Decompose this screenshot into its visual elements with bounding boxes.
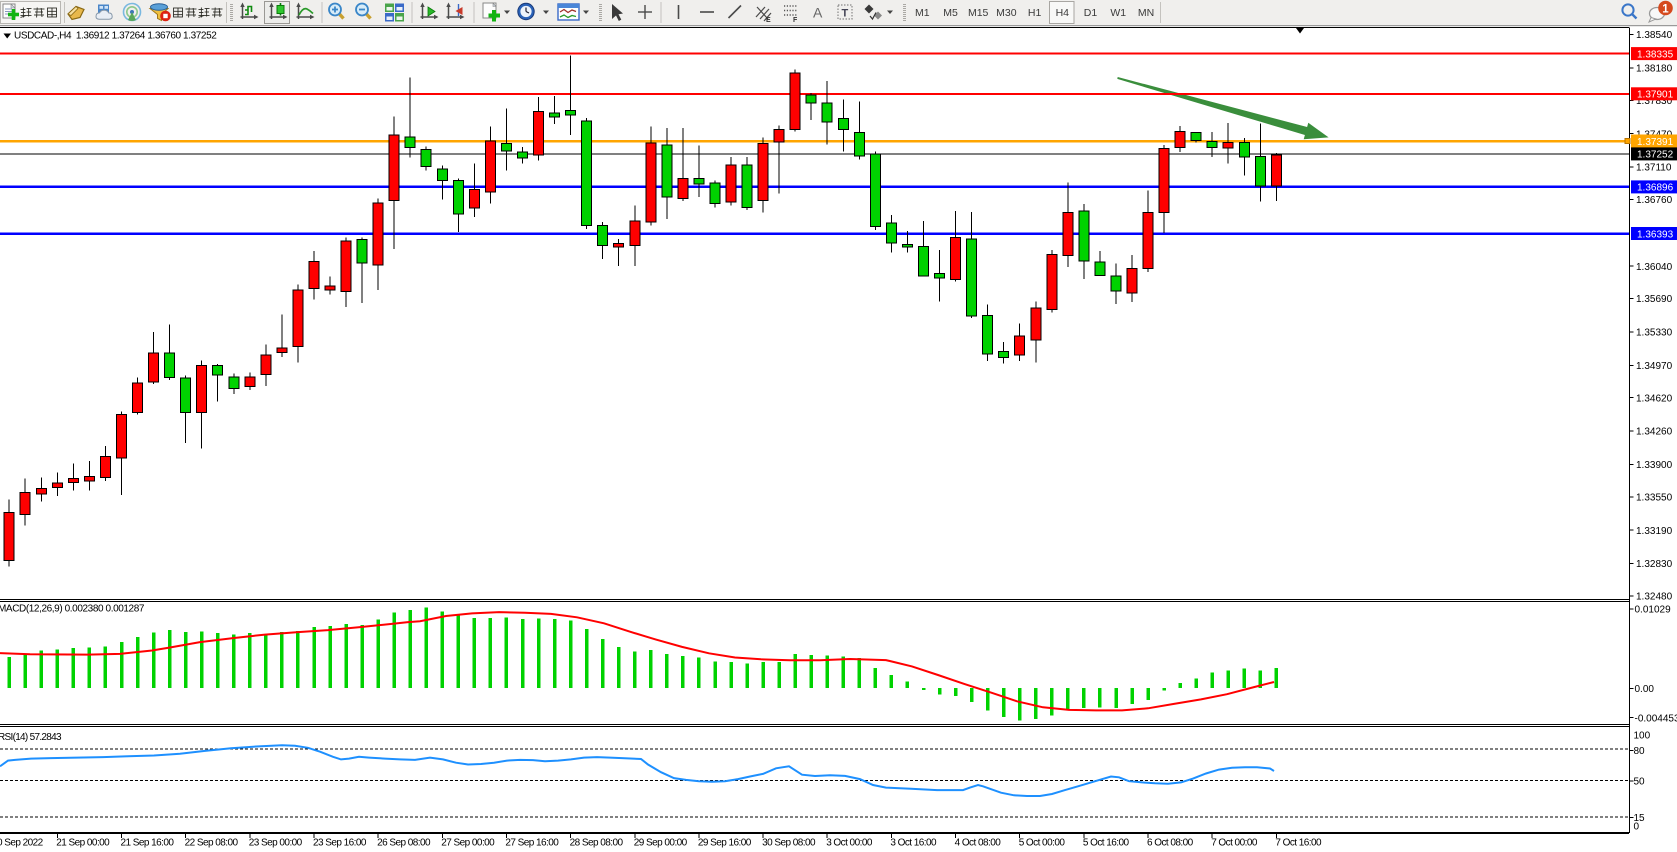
svg-text:T: T (842, 8, 849, 20)
svg-text:1.37901: 1.37901 (1637, 90, 1674, 101)
svg-text:28 Sep 08:00: 28 Sep 08:00 (570, 838, 624, 849)
svg-text:30 Sep 08:00: 30 Sep 08:00 (762, 838, 816, 849)
svg-text:0.01029: 0.01029 (1635, 605, 1672, 616)
svg-text:1.36896: 1.36896 (1637, 183, 1674, 194)
svg-text:1.38335: 1.38335 (1637, 49, 1674, 60)
svg-text:F: F (793, 17, 798, 24)
svg-text:1.35690: 1.35690 (1636, 294, 1673, 305)
svg-text:1.33190: 1.33190 (1636, 526, 1673, 537)
svg-text:M15: M15 (968, 7, 989, 19)
svg-text:23 Sep 16:00: 23 Sep 16:00 (313, 838, 367, 849)
svg-text:1.37252: 1.37252 (1637, 150, 1674, 161)
svg-text:1.37110: 1.37110 (1636, 163, 1672, 174)
svg-text:5 Oct 16:00: 5 Oct 16:00 (1083, 838, 1130, 849)
svg-text:50: 50 (1634, 777, 1646, 788)
svg-text:23 Sep 00:00: 23 Sep 00:00 (249, 838, 303, 849)
svg-text:1.37391: 1.37391 (1637, 137, 1674, 148)
svg-text:RSI(14) 57.2843: RSI(14) 57.2843 (0, 732, 62, 743)
svg-text:A: A (813, 5, 823, 21)
svg-text:29 Sep 16:00: 29 Sep 16:00 (698, 838, 752, 849)
svg-text:6 Oct 08:00: 6 Oct 08:00 (1147, 838, 1194, 849)
svg-text:80: 80 (1634, 746, 1646, 757)
svg-text:MN: MN (1138, 7, 1154, 19)
svg-text:20 Sep 2022: 20 Sep 2022 (0, 838, 44, 849)
svg-text:7 Oct 00:00: 7 Oct 00:00 (1211, 838, 1258, 849)
svg-text:1.34260: 1.34260 (1636, 427, 1673, 438)
svg-text:USDCAD-,H4 1.36912 1.37264 1.: USDCAD-,H4 1.36912 1.37264 1.36760 1.372… (14, 31, 217, 42)
svg-text:1.38540: 1.38540 (1636, 30, 1673, 41)
svg-text:1.33550: 1.33550 (1636, 492, 1673, 503)
svg-text:M5: M5 (943, 7, 958, 19)
svg-text:22 Sep 08:00: 22 Sep 08:00 (185, 838, 239, 849)
svg-text:0: 0 (1634, 822, 1640, 833)
svg-text:27 Sep 16:00: 27 Sep 16:00 (505, 838, 559, 849)
svg-text:5 Oct 00:00: 5 Oct 00:00 (1019, 838, 1066, 849)
svg-text:4 Oct 08:00: 4 Oct 08:00 (955, 838, 1002, 849)
svg-text:21 Sep 16:00: 21 Sep 16:00 (121, 838, 175, 849)
svg-text:W1: W1 (1110, 7, 1126, 19)
svg-text:1.37830: 1.37830 (1636, 96, 1673, 107)
svg-text:1.35330: 1.35330 (1636, 328, 1673, 339)
svg-text:15: 15 (1634, 813, 1646, 824)
svg-text:3 Oct 16:00: 3 Oct 16:00 (890, 838, 937, 849)
svg-text:100: 100 (1634, 730, 1651, 741)
svg-text:3 Oct 00:00: 3 Oct 00:00 (826, 838, 873, 849)
svg-text:29 Sep 00:00: 29 Sep 00:00 (634, 838, 688, 849)
svg-text:21 Sep 00:00: 21 Sep 00:00 (56, 838, 110, 849)
svg-text:1: 1 (1662, 3, 1669, 15)
svg-text:1.33900: 1.33900 (1636, 460, 1673, 471)
svg-text:M1: M1 (915, 7, 930, 19)
svg-text:-0.004453: -0.004453 (1635, 713, 1677, 724)
svg-text:1.36760: 1.36760 (1636, 195, 1673, 206)
svg-text:1.32830: 1.32830 (1636, 559, 1673, 570)
svg-text:0.00: 0.00 (1635, 684, 1655, 695)
svg-text:E: E (766, 17, 771, 24)
svg-text:H1: H1 (1028, 7, 1042, 19)
svg-text:1.36393: 1.36393 (1637, 229, 1674, 240)
svg-text:7 Oct 16:00: 7 Oct 16:00 (1275, 838, 1322, 849)
svg-text:26 Sep 08:00: 26 Sep 08:00 (377, 838, 431, 849)
svg-text:H4: H4 (1056, 7, 1070, 19)
svg-text:M30: M30 (996, 7, 1017, 19)
svg-text:MACD(12,26,9) 0.002380 0.00128: MACD(12,26,9) 0.002380 0.001287 (0, 604, 145, 615)
svg-text:27 Sep 00:00: 27 Sep 00:00 (441, 838, 495, 849)
svg-text:1.38180: 1.38180 (1636, 64, 1673, 75)
svg-text:D1: D1 (1084, 7, 1098, 19)
svg-text:1.36040: 1.36040 (1636, 262, 1673, 273)
svg-text:1.34620: 1.34620 (1636, 393, 1673, 404)
svg-text:1.34970: 1.34970 (1636, 361, 1673, 372)
svg-text:1.32480: 1.32480 (1636, 592, 1673, 603)
